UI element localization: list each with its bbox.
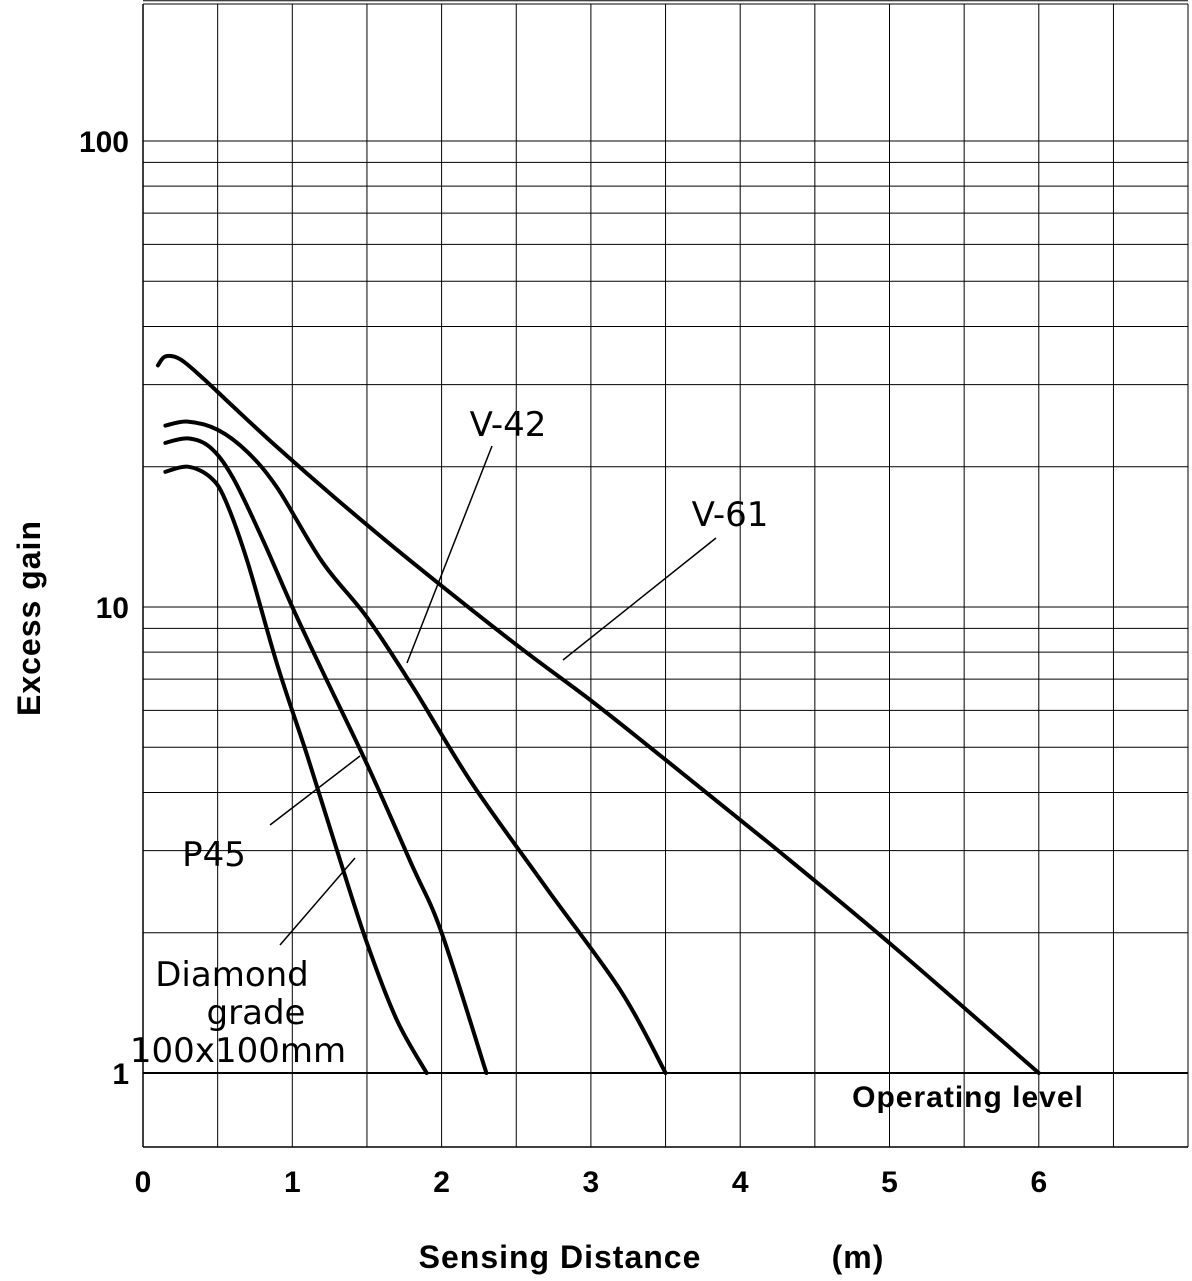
- label-leader-lines: [269, 445, 717, 946]
- leader-line-p45: [269, 755, 361, 826]
- leader-line-diamond-grade-100x100mm: [279, 857, 356, 946]
- x-tick-label: 2: [433, 1166, 450, 1199]
- series-label-v-42: V-42: [470, 405, 547, 445]
- series-line-v-42: [163, 419, 668, 1075]
- series-line-v-61: [155, 353, 1041, 1075]
- series-label-p45: P45: [182, 835, 246, 875]
- y-tick-label: 10: [96, 592, 129, 625]
- y-axis-title: Excess gain: [11, 520, 47, 716]
- x-tick-label: 6: [1030, 1166, 1047, 1199]
- series-label-diamond-grade-100x100mm: grade: [207, 993, 306, 1033]
- y-tick-label: 100: [79, 126, 129, 159]
- series-label-diamond-grade-100x100mm: 100x100mm: [130, 1031, 346, 1071]
- axis-ticks: 0 1 2 3 4 5 6 1 10 100: [79, 126, 1047, 1199]
- operating-level-label: Operating level: [852, 1081, 1084, 1114]
- series-label-v-61: V-61: [692, 495, 769, 535]
- x-tick-label: 4: [732, 1166, 749, 1199]
- x-axis-unit: (m): [832, 1239, 885, 1275]
- series-line-p45: [163, 436, 489, 1075]
- series-label-diamond-grade-100x100mm: Diamond: [155, 955, 309, 995]
- series-line-diamond-grade-100x100mm: [163, 464, 429, 1075]
- x-tick-label: 5: [881, 1166, 898, 1199]
- leader-line-v-61: [562, 537, 717, 661]
- leader-line-v-42: [406, 445, 493, 664]
- x-tick-label: 1: [284, 1166, 301, 1199]
- series-curves: [155, 353, 1041, 1075]
- x-tick-label: 3: [583, 1166, 600, 1199]
- x-tick-label: 0: [135, 1166, 152, 1199]
- y-tick-label: 1: [112, 1058, 129, 1091]
- x-axis-title: Sensing Distance: [419, 1239, 702, 1275]
